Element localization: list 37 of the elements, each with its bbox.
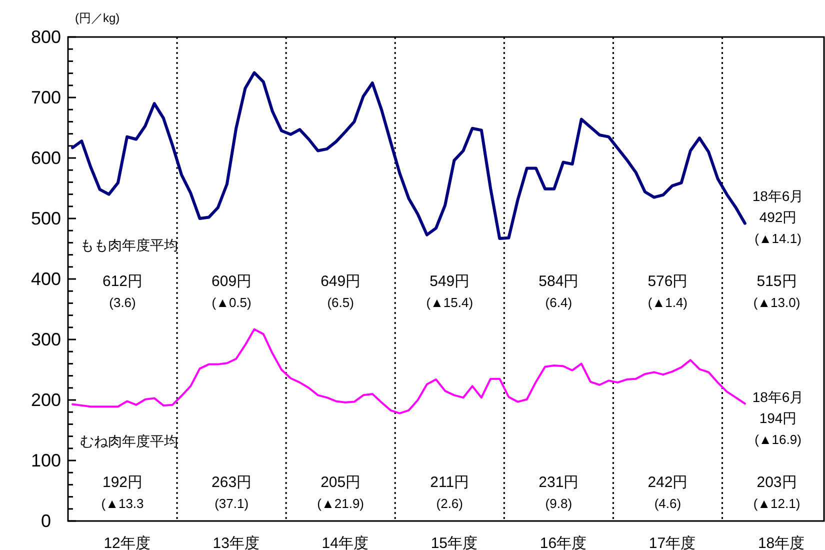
annotation: 549円 xyxy=(430,273,470,290)
annotation: (6.4) xyxy=(545,295,572,310)
annotation: (9.8) xyxy=(545,496,572,511)
annotation: 194円 xyxy=(759,410,797,426)
annotation: 18年6月 xyxy=(752,389,804,405)
annotation: (37.1) xyxy=(214,496,249,511)
annotation: (6.5) xyxy=(327,295,354,310)
annotation: 584円 xyxy=(538,273,579,290)
annotation: (▲0.5) xyxy=(212,295,252,310)
annotation: 242円 xyxy=(648,474,688,491)
annotation: (3.6) xyxy=(109,295,136,310)
annotation: むね肉年度平均 xyxy=(80,433,178,449)
annotation: (▲16.9) xyxy=(754,432,802,447)
annotation: もも肉年度平均 xyxy=(80,237,178,253)
annotation: 205円 xyxy=(320,474,361,491)
annotation: 492円 xyxy=(759,209,797,225)
annotation: (4.6) xyxy=(654,496,682,511)
annotation: 649円 xyxy=(320,273,361,290)
annotation: (▲12.1) xyxy=(753,496,800,511)
annotation: (▲13.3 xyxy=(101,496,144,511)
annotation: 263円 xyxy=(212,474,252,491)
annotation: 576円 xyxy=(648,273,688,290)
annotation: 18年6月 xyxy=(752,188,804,204)
annotation: 231円 xyxy=(538,474,579,491)
annotation: 211円 xyxy=(430,474,470,491)
annotation: (▲13.0) xyxy=(753,295,800,310)
annotation: 203円 xyxy=(756,474,797,491)
annotation: 515円 xyxy=(756,273,797,290)
annotation: 609円 xyxy=(212,273,252,290)
annotation: (▲15.4) xyxy=(426,295,474,310)
ylabel: (円／kg) xyxy=(75,11,120,25)
annotation: (▲1.4) xyxy=(648,295,688,310)
annotation: 192円 xyxy=(102,474,143,491)
annotation: 612円 xyxy=(102,273,143,290)
annotation: (▲21.9) xyxy=(317,496,364,511)
annotation: (2.6) xyxy=(436,496,463,511)
annotation: (▲14.1) xyxy=(754,231,802,246)
